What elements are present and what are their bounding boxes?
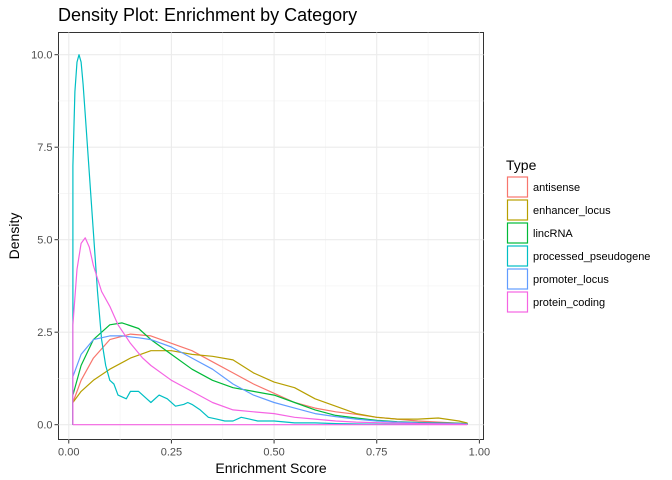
legend-label: promoter_locus bbox=[533, 274, 609, 286]
legend-label: processed_pseudogene bbox=[533, 251, 650, 263]
legend-key-processed-pseudogene bbox=[506, 245, 529, 267]
density-series bbox=[72, 54, 468, 426]
x-tick-label: 0.00 bbox=[58, 447, 79, 459]
x-tick-label: 0.25 bbox=[161, 447, 182, 459]
legend-label: lincRNA bbox=[533, 228, 573, 240]
density-line-promoter-locus bbox=[72, 335, 468, 425]
y-tick-label: 5.0 bbox=[37, 235, 52, 247]
y-tick-label: 0.0 bbox=[37, 420, 52, 432]
x-axis-title: Enrichment Score bbox=[215, 460, 326, 476]
legend-label: protein_coding bbox=[533, 297, 605, 309]
density-line-processed-pseudogene bbox=[72, 54, 468, 425]
legend-label: enhancer_locus bbox=[533, 205, 611, 217]
chart-title: Density Plot: Enrichment by Category bbox=[58, 5, 357, 25]
legend-key-protein-coding bbox=[506, 291, 529, 313]
legend-key-enhancer-locus bbox=[506, 199, 529, 221]
y-tick-label: 10.0 bbox=[31, 50, 52, 62]
legend: antisense enhancer_locus lincRNA processed_… bbox=[506, 176, 650, 313]
y-tick-label: 2.5 bbox=[37, 327, 52, 339]
density-line-antisense bbox=[72, 333, 468, 425]
legend-key-lincRNA bbox=[506, 222, 529, 244]
plot-panel bbox=[58, 32, 484, 440]
x-tick-label: 0.50 bbox=[263, 447, 284, 459]
legend-title: Type bbox=[506, 157, 537, 173]
legend-key-antisense bbox=[506, 176, 529, 198]
legend-key-promoter-locus bbox=[506, 268, 529, 290]
density-line-protein-coding bbox=[72, 237, 468, 425]
x-tick-label: 1.00 bbox=[469, 447, 490, 459]
legend-label: antisense bbox=[533, 182, 580, 194]
y-tick-label: 7.5 bbox=[37, 142, 52, 154]
axis-ticks: 0.00 0.25 0.50 0.75 1.00 0.0 2.5 5.0 7.5 10.0 bbox=[31, 50, 490, 459]
y-axis-title: Density bbox=[6, 213, 22, 260]
x-tick-label: 0.75 bbox=[366, 447, 387, 459]
